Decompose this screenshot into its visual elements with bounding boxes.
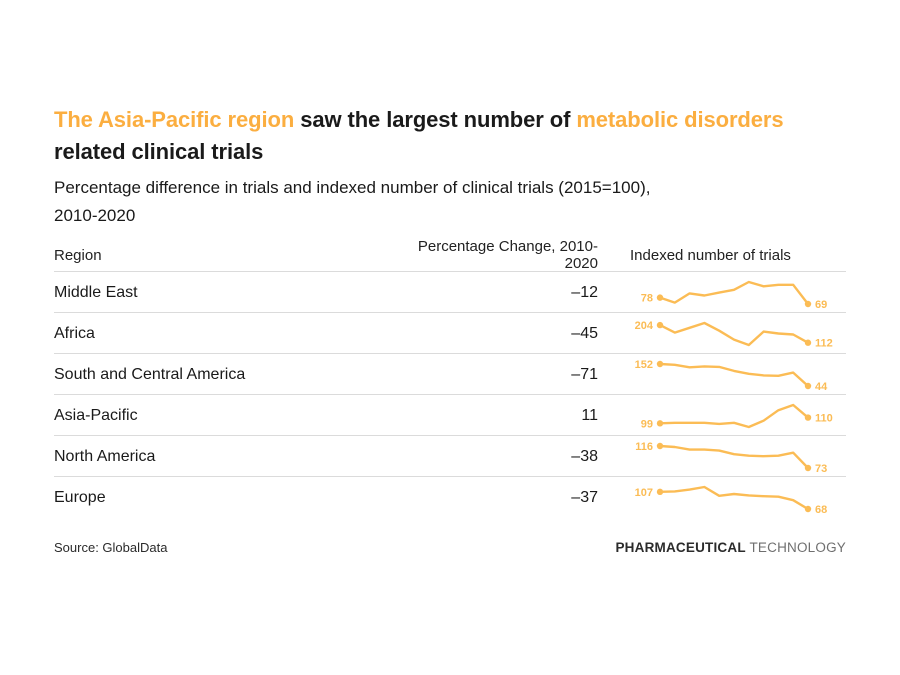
percentage-change-value: –71 xyxy=(571,365,598,383)
title-highlight-asia-pacific: The Asia-Pacific region xyxy=(54,107,295,132)
chart-subtitle: Percentage difference in trials and inde… xyxy=(54,174,846,230)
table-header: Region Percentage Change, 2010-2020 Inde… xyxy=(54,238,846,272)
sparkline-end-value: 110 xyxy=(815,412,833,424)
subtitle-line-1: Percentage difference in trials and inde… xyxy=(54,178,651,197)
logo-word-pharmaceutical: PHARMACEUTICAL xyxy=(615,540,746,555)
title-text-1: saw the largest number of xyxy=(294,107,577,132)
sparkline-end-value: 68 xyxy=(815,504,827,516)
percentage-change-value: –12 xyxy=(571,283,598,301)
column-header-percentage-change: Percentage Change, 2010-2020 xyxy=(417,238,598,272)
table-row: Africa –45 204 112 xyxy=(54,313,846,354)
sparkline-start-value: 107 xyxy=(635,486,653,498)
sparkline-svg: 107 68 xyxy=(635,485,827,516)
column-header-region: Region xyxy=(54,246,102,264)
publisher-logo: PHARMACEUTICAL TECHNOLOGY xyxy=(615,540,846,555)
table-row: Europe –37 107 68 xyxy=(54,477,846,518)
sparkline-end-value: 44 xyxy=(815,381,828,393)
sparkline-svg: 116 73 xyxy=(635,441,827,475)
region-label: Europe xyxy=(54,488,106,506)
percentage-change-value: –38 xyxy=(571,447,598,465)
sparkline: 107 68 xyxy=(630,477,846,518)
source-note: Source: GlobalData xyxy=(54,540,168,555)
region-label: South and Central America xyxy=(54,365,246,383)
infographic: The Asia-Pacific region saw the largest … xyxy=(54,104,846,555)
region-label: Africa xyxy=(54,324,95,342)
table-body: Middle East –12 78 69 Africa –45 204 112 S… xyxy=(54,272,846,518)
sparkline-end-value: 69 xyxy=(815,299,827,311)
title-highlight-metabolic-disorders: metabolic disorders xyxy=(576,107,784,132)
percentage-change-value: –45 xyxy=(571,324,598,342)
region-label: Asia-Pacific xyxy=(54,406,138,424)
footer: Source: GlobalData PHARMACEUTICAL TECHNO… xyxy=(54,540,846,555)
sparkline: 116 73 xyxy=(630,436,846,477)
region-label: Middle East xyxy=(54,283,138,301)
sparkline-start-value: 99 xyxy=(641,418,653,430)
sparkline-start-value: 78 xyxy=(641,292,653,304)
region-label: North America xyxy=(54,447,156,465)
sparkline-end-value: 112 xyxy=(815,337,833,349)
sparkline: 78 69 xyxy=(630,272,846,313)
sparkline-svg: 99 110 xyxy=(641,403,833,430)
sparkline-start-value: 116 xyxy=(635,441,653,453)
table-row: South and Central America –71 152 44 xyxy=(54,354,846,395)
table-row: Asia-Pacific 11 99 110 xyxy=(54,395,846,436)
table-row: North America –38 116 73 xyxy=(54,436,846,477)
percentage-change-value: 11 xyxy=(581,406,598,424)
table-row: Middle East –12 78 69 xyxy=(54,272,846,313)
subtitle-line-2: 2010-2020 xyxy=(54,206,136,225)
sparkline-svg: 78 69 xyxy=(641,280,827,311)
sparkline: 152 44 xyxy=(630,354,846,395)
sparkline-end-value: 73 xyxy=(815,463,827,475)
sparkline: 99 110 xyxy=(630,395,846,436)
percentage-change-value: –37 xyxy=(571,488,598,506)
column-header-indexed-trials: Indexed number of trials xyxy=(630,246,791,264)
page-title: The Asia-Pacific region saw the largest … xyxy=(54,104,804,168)
sparkline-svg: 204 112 xyxy=(635,320,833,350)
sparkline-start-value: 152 xyxy=(635,359,653,371)
sparkline: 204 112 xyxy=(630,313,846,354)
logo-word-technology: TECHNOLOGY xyxy=(749,540,846,555)
title-text-2: related clinical trials xyxy=(54,139,264,164)
sparkline-start-value: 204 xyxy=(635,320,654,332)
sparkline-svg: 152 44 xyxy=(635,359,828,393)
